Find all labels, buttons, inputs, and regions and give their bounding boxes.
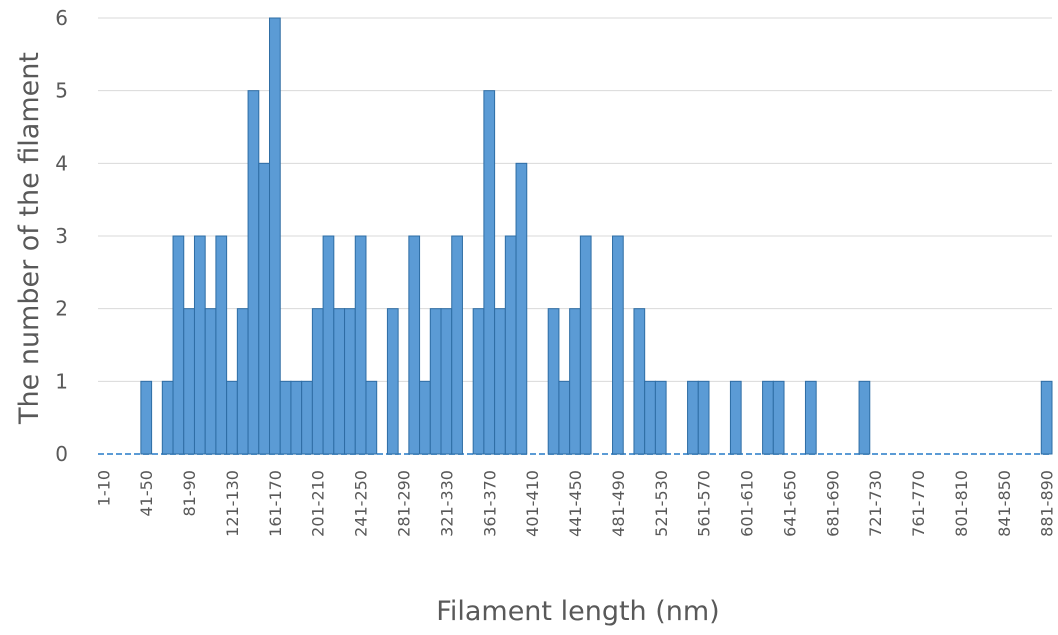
bar	[772, 380, 785, 455]
y-tick-label: 5	[55, 79, 68, 103]
bar	[429, 308, 442, 455]
bar	[204, 308, 217, 455]
bar	[472, 308, 485, 455]
x-tick-label: 41-50	[137, 470, 156, 517]
bar	[247, 90, 260, 455]
bar	[440, 308, 453, 455]
bar	[687, 380, 699, 455]
y-tick-label: 2	[55, 297, 68, 321]
y-tick-label: 4	[55, 151, 68, 175]
x-tick-label: 681-690	[823, 470, 842, 537]
bar	[504, 235, 517, 455]
bar	[172, 235, 185, 455]
bar	[215, 235, 228, 455]
x-tick-label: 721-730	[866, 470, 885, 537]
bar	[451, 235, 463, 455]
bar	[515, 162, 528, 455]
bar	[858, 380, 871, 455]
bar	[547, 308, 560, 455]
bar	[483, 90, 496, 455]
bar	[804, 380, 817, 455]
bar	[494, 308, 506, 455]
x-tick-label: 241-250	[352, 470, 371, 537]
bar	[654, 380, 667, 455]
x-tick-label: 841-850	[995, 470, 1014, 537]
bar	[365, 380, 378, 455]
x-tick-label: 161-170	[266, 470, 285, 537]
bar	[161, 380, 174, 455]
bar	[140, 380, 153, 455]
bar	[729, 380, 742, 455]
bar	[193, 235, 206, 455]
x-tick-label: 561-570	[695, 470, 714, 537]
x-tick-label: 521-530	[652, 470, 671, 537]
x-axis-ticks: 1-10 41-50 81-90 121-130 161-170 201-210 241-2…	[94, 470, 1056, 537]
bar	[354, 235, 367, 455]
bar	[419, 380, 431, 455]
x-axis-label: Filament length (nm)	[436, 596, 719, 627]
bar	[408, 235, 421, 455]
x-tick-label: 201-210	[309, 470, 328, 537]
x-tick-label: 801-810	[952, 470, 971, 537]
bar	[644, 380, 656, 455]
bar	[258, 162, 271, 455]
bar	[762, 380, 774, 455]
bar	[183, 308, 195, 455]
bar	[697, 380, 710, 455]
bar	[558, 380, 571, 455]
y-tick-label: 1	[55, 369, 68, 393]
x-tick-label: 361-370	[480, 470, 499, 537]
bar	[1040, 380, 1053, 455]
bar	[269, 17, 281, 455]
y-tick-label: 6	[55, 6, 68, 30]
bar	[290, 380, 303, 455]
x-tick-label: 481-490	[609, 470, 628, 537]
bar	[633, 308, 646, 455]
x-tick-label: 641-650	[780, 470, 799, 537]
x-tick-label: 401-410	[523, 470, 542, 537]
x-tick-label: 121-130	[223, 470, 242, 537]
bar	[579, 235, 592, 455]
x-tick-label: 1-10	[94, 470, 113, 506]
bar	[569, 308, 581, 455]
x-tick-label: 81-90	[180, 470, 199, 517]
bar	[311, 308, 324, 455]
bar	[333, 308, 346, 455]
bar	[612, 235, 624, 455]
bar	[301, 380, 313, 455]
bar	[386, 308, 399, 455]
x-tick-label: 881-890	[1038, 470, 1057, 537]
bar	[236, 308, 249, 455]
y-axis-label: The number of the filament	[14, 52, 45, 425]
bar	[226, 380, 238, 455]
y-axis-ticks: 0 1 2 3 4 5 6	[55, 6, 68, 466]
bar	[322, 235, 335, 455]
bars	[140, 17, 1053, 455]
x-tick-label: 601-610	[738, 470, 757, 537]
x-tick-label: 281-290	[394, 470, 413, 537]
bar	[279, 380, 292, 455]
y-tick-label: 3	[55, 224, 68, 248]
x-tick-label: 321-330	[437, 470, 456, 537]
y-tick-label: 0	[55, 442, 68, 466]
x-tick-label: 761-770	[909, 470, 928, 537]
x-tick-label: 441-450	[566, 470, 585, 537]
bar	[344, 308, 356, 455]
